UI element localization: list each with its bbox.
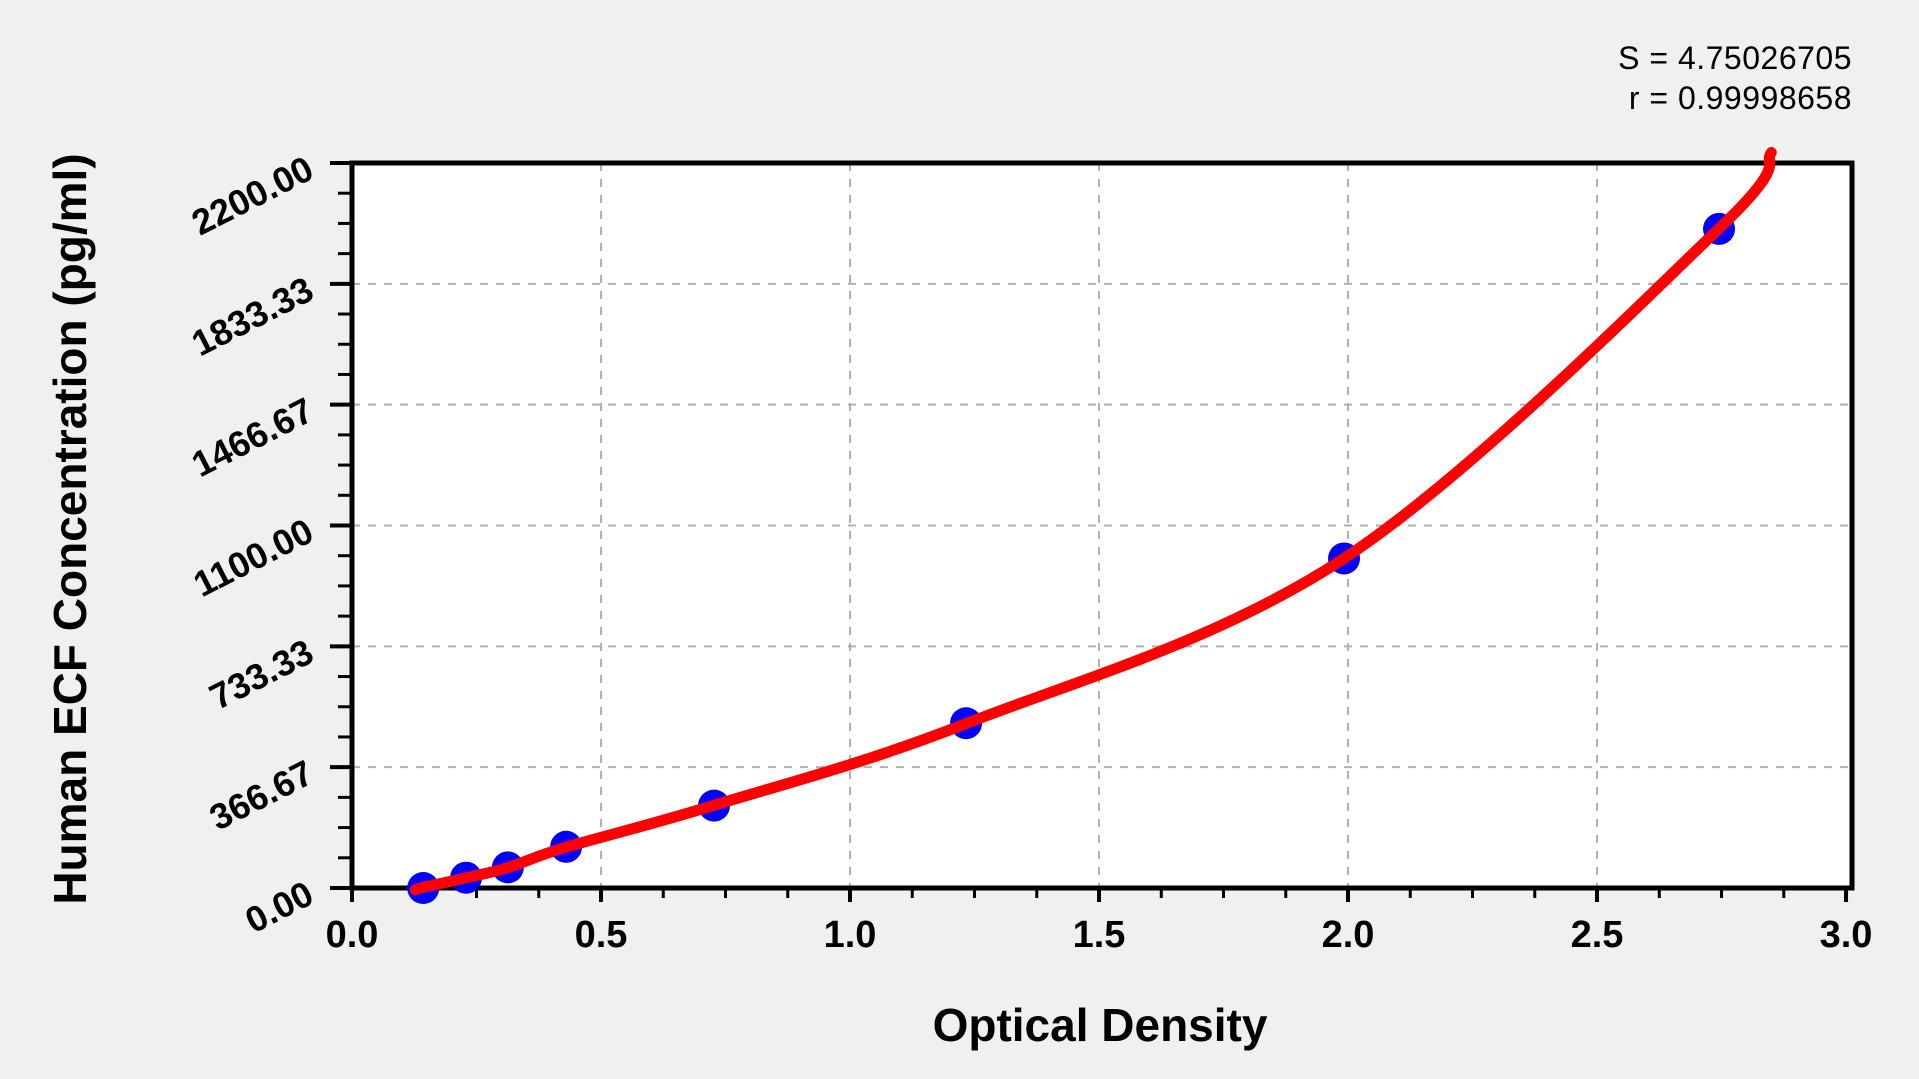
stat-s-value: S = 4.75026705 xyxy=(1618,40,1852,76)
y-tick-labels: 0.00 366.67 733.33 1100.00 1466.67 1833.33 220… xyxy=(185,148,320,941)
x-tick-labels: 0.0 0.5 1.0 1.5 2.0 2.5 3.0 xyxy=(326,914,1873,956)
y-tick-label: 2200.00 xyxy=(185,148,320,244)
x-tick-label: 3.0 xyxy=(1820,914,1873,956)
x-tick-label: 0.5 xyxy=(575,914,628,956)
x-tick-label: 2.0 xyxy=(1322,914,1375,956)
fit-curve xyxy=(409,147,1777,896)
y-tick-label: 1833.33 xyxy=(185,268,320,364)
y-tick-label: 1466.67 xyxy=(185,389,320,485)
y-tick-label: 1100.00 xyxy=(187,510,320,605)
x-axis-title: Optical Density xyxy=(932,999,1268,1051)
x-tick-label: 1.5 xyxy=(1073,914,1126,956)
fit-statistics: S = 4.75026705 r = 0.99998658 xyxy=(1618,38,1852,118)
x-tick-label: 1.0 xyxy=(824,914,877,956)
stat-r-value: r = 0.99998658 xyxy=(1628,80,1852,116)
y-tick-label: 733.33 xyxy=(203,631,320,718)
gridlines xyxy=(352,163,1852,888)
x-tick-label: 2.5 xyxy=(1571,914,1624,956)
fit-curve-layer xyxy=(409,147,1777,896)
y-tick-label: 0.00 xyxy=(239,873,320,941)
x-tick-label: 0.0 xyxy=(326,914,379,956)
y-tick-label: 366.67 xyxy=(203,752,320,839)
y-axis-title: Human ECF Concentration (pg/ml) xyxy=(44,153,96,905)
